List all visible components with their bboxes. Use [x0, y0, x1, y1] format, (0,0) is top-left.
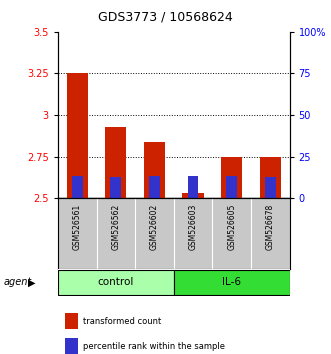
FancyBboxPatch shape — [174, 270, 290, 295]
FancyBboxPatch shape — [58, 270, 174, 295]
Bar — [144, 142, 165, 198]
Text: GSM526678: GSM526678 — [266, 204, 275, 250]
Text: GSM526605: GSM526605 — [227, 204, 236, 250]
Bar — [226, 176, 237, 198]
Bar — [67, 74, 88, 198]
Bar — [149, 176, 160, 198]
Bar — [188, 176, 199, 198]
Text: control: control — [98, 277, 134, 287]
Text: GDS3773 / 10568624: GDS3773 / 10568624 — [98, 11, 233, 24]
Text: agent: agent — [3, 277, 31, 287]
Text: GSM526561: GSM526561 — [73, 204, 82, 250]
Bar — [265, 177, 276, 198]
Bar — [105, 127, 126, 198]
Bar — [111, 177, 121, 198]
Text: ▶: ▶ — [28, 277, 35, 287]
Text: GSM526562: GSM526562 — [111, 204, 120, 250]
Text: GSM526602: GSM526602 — [150, 204, 159, 250]
Bar — [221, 156, 242, 198]
Text: GSM526603: GSM526603 — [189, 204, 198, 250]
Bar — [72, 176, 83, 198]
Text: IL-6: IL-6 — [222, 277, 241, 287]
Bar — [182, 193, 204, 198]
Text: percentile rank within the sample: percentile rank within the sample — [83, 342, 225, 351]
Bar — [260, 156, 281, 198]
Text: transformed count: transformed count — [83, 317, 161, 326]
